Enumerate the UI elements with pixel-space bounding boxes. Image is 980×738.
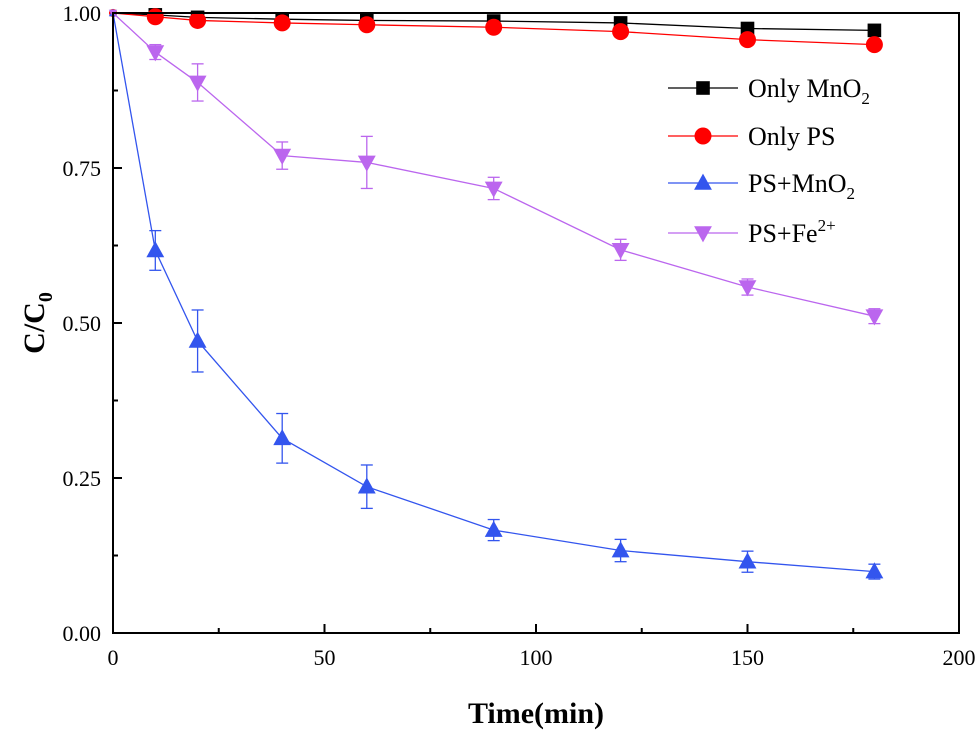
legend-label-main: Only MnO — [748, 74, 861, 103]
legend-item-3: PS+Fe2+ — [668, 216, 836, 248]
data-point — [188, 75, 207, 92]
y-tick-label: 0.75 — [63, 156, 102, 181]
data-point — [358, 16, 376, 34]
data-point — [273, 428, 292, 446]
legend-label-main: Only PS — [748, 122, 835, 151]
data-point — [739, 31, 756, 49]
svg-text:C/C0: C/C0 — [18, 292, 57, 354]
series-1 — [109, 8, 883, 54]
legend-item-1: Only PS — [668, 122, 835, 151]
data-point — [188, 331, 207, 348]
legend-marker — [696, 81, 710, 95]
y-tick-label: 0.00 — [63, 621, 102, 646]
legend-label: PS+Fe2+ — [748, 216, 836, 248]
legend-item-0: Only MnO2 — [668, 74, 870, 108]
data-point — [738, 552, 757, 569]
legend-label: Only MnO2 — [748, 74, 870, 108]
legend-item-2: PS+MnO2 — [668, 169, 855, 203]
y-axis-title: C/C0 — [18, 292, 57, 354]
y-axis-title-main: C/C — [18, 302, 51, 354]
data-point — [484, 181, 503, 198]
legend-label: Only PS — [748, 122, 835, 151]
x-axis-title: Time(min) — [468, 697, 604, 730]
data-point — [865, 36, 883, 54]
series-3 — [108, 9, 884, 326]
legend-label-main: PS+Fe — [748, 219, 818, 248]
y-tick-label: 0.25 — [63, 466, 102, 491]
data-point — [357, 155, 376, 172]
data-point — [485, 18, 503, 36]
x-tick-label: 200 — [943, 645, 976, 670]
x-tick-label: 150 — [731, 645, 764, 670]
data-point — [273, 14, 291, 32]
legend-marker — [694, 173, 712, 190]
data-point — [867, 23, 882, 38]
legend-label-sub: 2 — [846, 184, 855, 203]
ticks-layer: 0 50 100 150 200 0.00 0.25 0.50 0.75 1.00 — [63, 1, 976, 670]
data-point — [611, 541, 630, 558]
data-point — [189, 11, 207, 29]
data-point — [484, 520, 503, 537]
data-point — [611, 243, 630, 260]
data-point — [146, 45, 165, 62]
y-axis-title-sub: 0 — [35, 292, 57, 302]
x-tick-label: 100 — [520, 645, 553, 670]
x-tick-label: 50 — [314, 645, 336, 670]
series-line — [112, 12, 875, 317]
legend-marker — [694, 127, 712, 145]
series-2 — [108, 8, 884, 580]
legend-label-sup: 2+ — [818, 216, 836, 235]
data-point — [273, 148, 292, 165]
legend-marker — [694, 226, 712, 243]
data-point — [146, 8, 164, 26]
legend-label-sub: 2 — [861, 89, 870, 108]
data-point — [612, 23, 630, 41]
data-point — [738, 280, 757, 297]
legend-label: PS+MnO2 — [748, 169, 855, 203]
legend-label-main: PS+MnO — [748, 169, 846, 198]
data-point — [865, 309, 884, 326]
y-tick-label: 0.50 — [63, 311, 102, 336]
y-tick-label: 1.00 — [63, 1, 102, 26]
plot-frame — [112, 12, 960, 634]
x-tick-label: 0 — [108, 645, 119, 670]
data-point — [357, 477, 376, 494]
data-point — [146, 241, 165, 258]
series-layer — [108, 8, 884, 580]
data-point — [865, 562, 884, 579]
